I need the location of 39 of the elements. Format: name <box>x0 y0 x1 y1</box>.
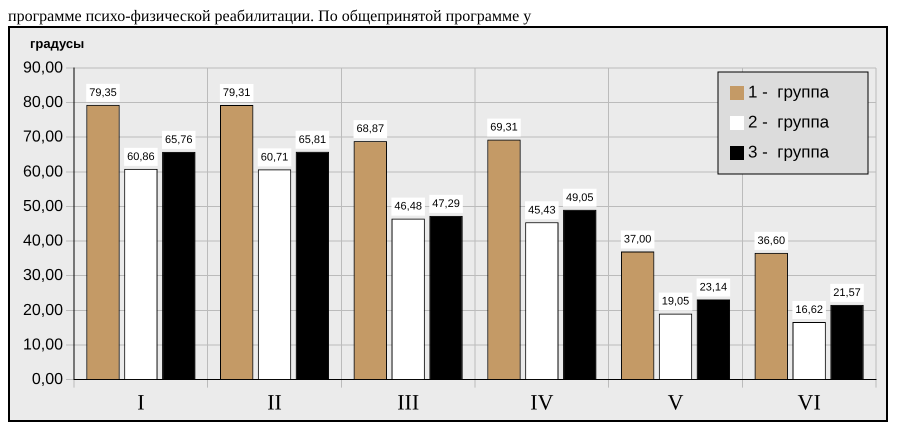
y-tick-label: 60,00 <box>22 163 64 180</box>
y-tick-label: 70,00 <box>22 128 64 146</box>
y-tick-label: 0,00 <box>32 371 64 388</box>
data-label: 46,48 <box>394 200 422 213</box>
data-label: 65,81 <box>298 134 326 146</box>
text: программе психо-физической реабилитации. По общепринятой программе у <box>8 8 532 26</box>
y-tick-label: 30,00 <box>22 267 64 284</box>
data-label: 68,87 <box>356 123 384 136</box>
data-label: 37,00 <box>624 234 652 246</box>
data-label: 19,05 <box>662 296 690 308</box>
data-label: 49,05 <box>566 192 594 204</box>
data-label: 60,86 <box>127 150 155 163</box>
data-label: 21,57 <box>833 286 861 299</box>
data-label: 23,14 <box>700 282 728 294</box>
data-label: 60,71 <box>260 151 288 164</box>
y-tick-label: 50,00 <box>22 198 64 215</box>
x-tick-label: V <box>668 390 684 415</box>
y-tick-label: 80,00 <box>22 94 64 112</box>
data-label: 45,43 <box>528 204 556 216</box>
x-tick-label: IV <box>530 390 554 415</box>
data-label: 36,60 <box>758 234 786 247</box>
y-axis-title: градусы <box>30 36 84 52</box>
data-label: 16,62 <box>795 304 823 316</box>
x-tick-label: II <box>267 390 282 415</box>
x-tick-label: I <box>137 390 145 415</box>
data-label: 79,35 <box>89 86 117 99</box>
data-label: 47,29 <box>432 198 460 210</box>
legend-label: 1 - группа <box>748 82 830 102</box>
y-tick-label: 90,00 <box>22 59 64 76</box>
data-label: 65,76 <box>164 134 193 146</box>
legend-label: 3 - группа <box>748 142 830 162</box>
y-tick-label: 10,00 <box>22 336 64 354</box>
y-tick-label: 40,00 <box>22 232 64 250</box>
x-tick-label: III <box>397 390 420 415</box>
data-label: 69,31 <box>490 122 518 134</box>
data-label: 79,31 <box>222 87 250 100</box>
legend-label: 2 - группа <box>748 112 830 132</box>
x-tick-label: VI <box>798 390 821 415</box>
y-tick-label: 20,00 <box>22 302 64 319</box>
